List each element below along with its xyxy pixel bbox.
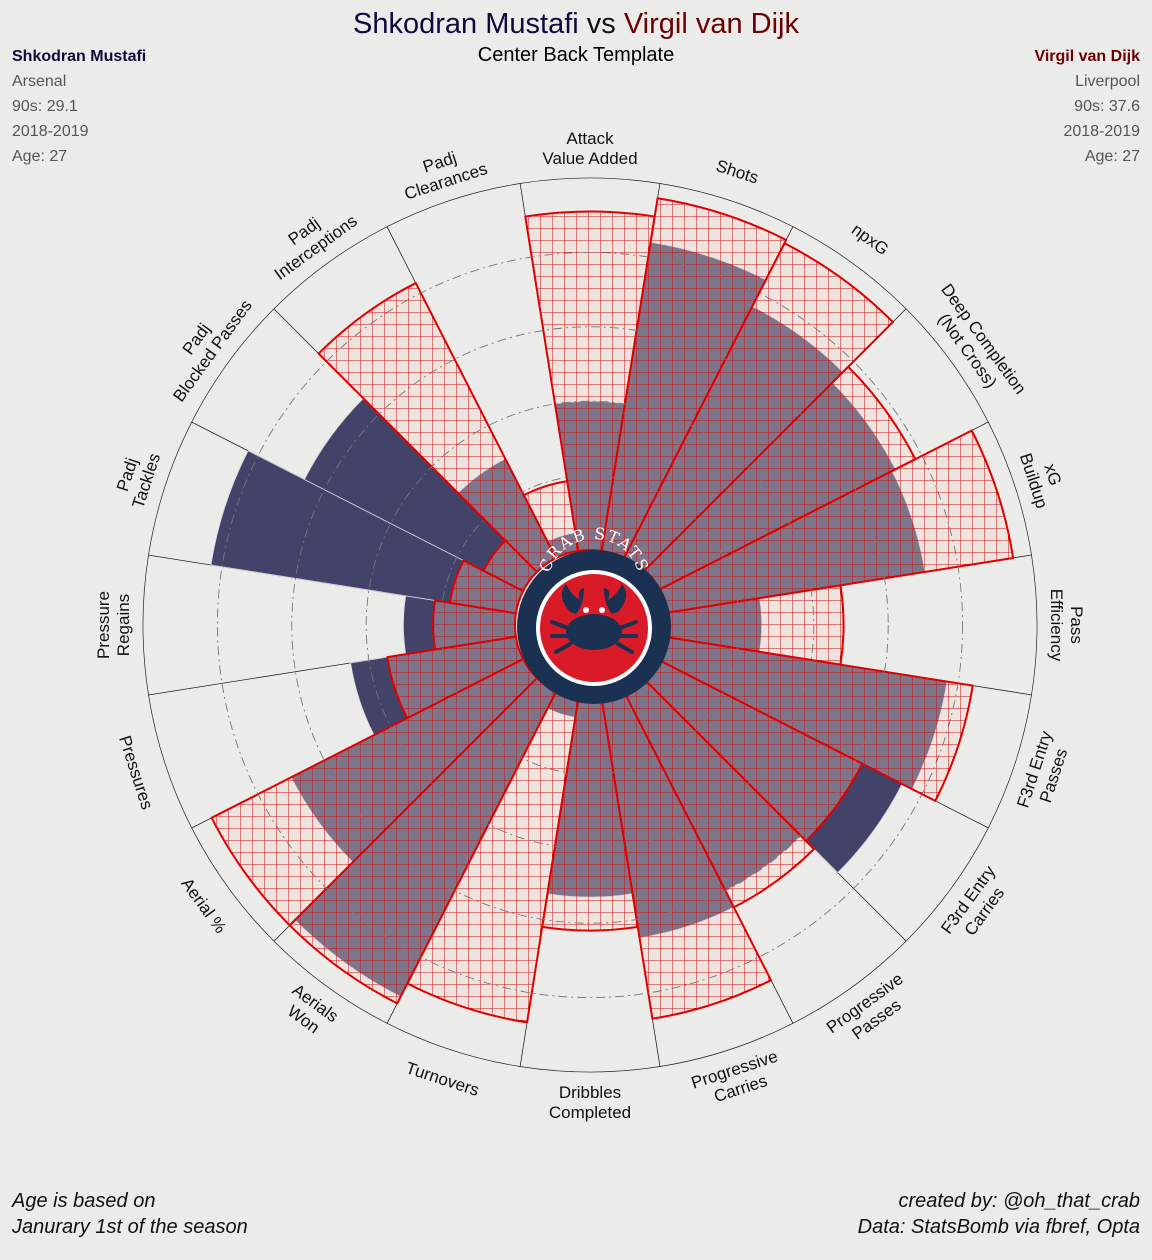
- player2-bar: [317, 282, 557, 573]
- footer-note: Age is based on Janurary 1st of the seas…: [12, 1188, 248, 1240]
- category-label-line: Completed: [549, 1103, 631, 1122]
- category-label-line: Turnovers: [403, 1058, 481, 1100]
- category-label: Dribbles Completed: [549, 1083, 631, 1122]
- footer-note-line1: Age is based on: [12, 1190, 156, 1212]
- category-label: Pressures: [115, 733, 157, 812]
- category-label-line: Efficiency: [1047, 589, 1066, 662]
- category-label: Turnovers: [403, 1058, 481, 1100]
- grid-ring: [216, 251, 964, 999]
- footer-credit-line1: created by: @oh_that_crab: [898, 1190, 1140, 1212]
- grid-ring: [365, 400, 815, 850]
- vs-label: vs: [586, 8, 616, 40]
- footer-credits: created by: @oh_that_crab Data: StatsBom…: [858, 1188, 1140, 1240]
- player1-age: Age: 27: [12, 148, 68, 165]
- chart-subtitle: Center Back Template: [477, 44, 675, 66]
- player1-season: 2018-2019: [12, 123, 89, 140]
- footer-credit-line2: Data: StatsBomb via fbref, Opta: [857, 1216, 1140, 1238]
- radar-gridlines: [216, 251, 964, 999]
- grid-ring: [291, 326, 889, 924]
- player2-bars: [210, 197, 1015, 1024]
- player2-season: 2018-2019: [1063, 123, 1140, 140]
- player2-bar: [524, 210, 656, 552]
- category-label: PassEfficiency: [1047, 589, 1086, 662]
- player2-bar: [448, 559, 525, 615]
- grid-ring: [440, 475, 740, 775]
- player1-club: Arsenal: [12, 73, 67, 90]
- category-label: Shots: [714, 156, 761, 188]
- player2-age: Age: 27: [1084, 148, 1140, 165]
- player2-title: Virgil van Dijk: [623, 8, 799, 40]
- player1-info: Shkodran Mustafi Arsenal 90s: 29.1 2018-…: [12, 44, 146, 169]
- category-label: Aerial %: [177, 874, 230, 936]
- player2-club: Liverpool: [1075, 73, 1140, 90]
- category-label: F3rd EntryPasses: [1013, 728, 1075, 816]
- category-label-line: Pressures: [115, 733, 157, 812]
- category-label-line: Value Added: [542, 149, 637, 168]
- player1-title: Shkodran Mustafi: [353, 8, 579, 40]
- category-label-line: Attack: [566, 129, 614, 148]
- category-label-line: npxG: [848, 220, 892, 259]
- category-label-line: Pressure: [94, 591, 113, 659]
- player2-info: Virgil van Dijk Liverpool 90s: 37.6 2018…: [1034, 44, 1140, 169]
- player2-name: Virgil van Dijk: [1034, 48, 1140, 65]
- category-label: npxG: [848, 220, 892, 259]
- chart-title: Shkodran Mustafi vs Virgil van Dijk: [0, 8, 1152, 41]
- category-label: PadjTackles: [110, 445, 165, 511]
- category-label: Attack Value Added: [542, 129, 637, 168]
- category-label-line: Pass: [1067, 606, 1086, 644]
- footer-note-line2: Janurary 1st of the season: [12, 1216, 248, 1238]
- category-label-line: Dribbles: [559, 1083, 621, 1102]
- category-label-line: Aerial %: [177, 874, 230, 936]
- player1-name: Shkodran Mustafi: [12, 48, 147, 65]
- category-label-line: Regains: [114, 594, 133, 656]
- category-label: PressureRegains: [94, 591, 133, 659]
- player2-bar: [432, 599, 517, 651]
- player2-bar: [210, 658, 538, 927]
- player2-bar: [522, 480, 580, 560]
- player2-bar: [386, 635, 525, 720]
- category-label-line: Shots: [714, 156, 761, 188]
- player1-nineties: 90s: 29.1: [12, 98, 78, 115]
- crab-stats-logo: CRAB STATS: [517, 524, 671, 704]
- crab-icon: [550, 584, 638, 654]
- category-label: xGBuildup: [1016, 445, 1071, 511]
- player2-nineties: 90s: 37.6: [1074, 98, 1140, 115]
